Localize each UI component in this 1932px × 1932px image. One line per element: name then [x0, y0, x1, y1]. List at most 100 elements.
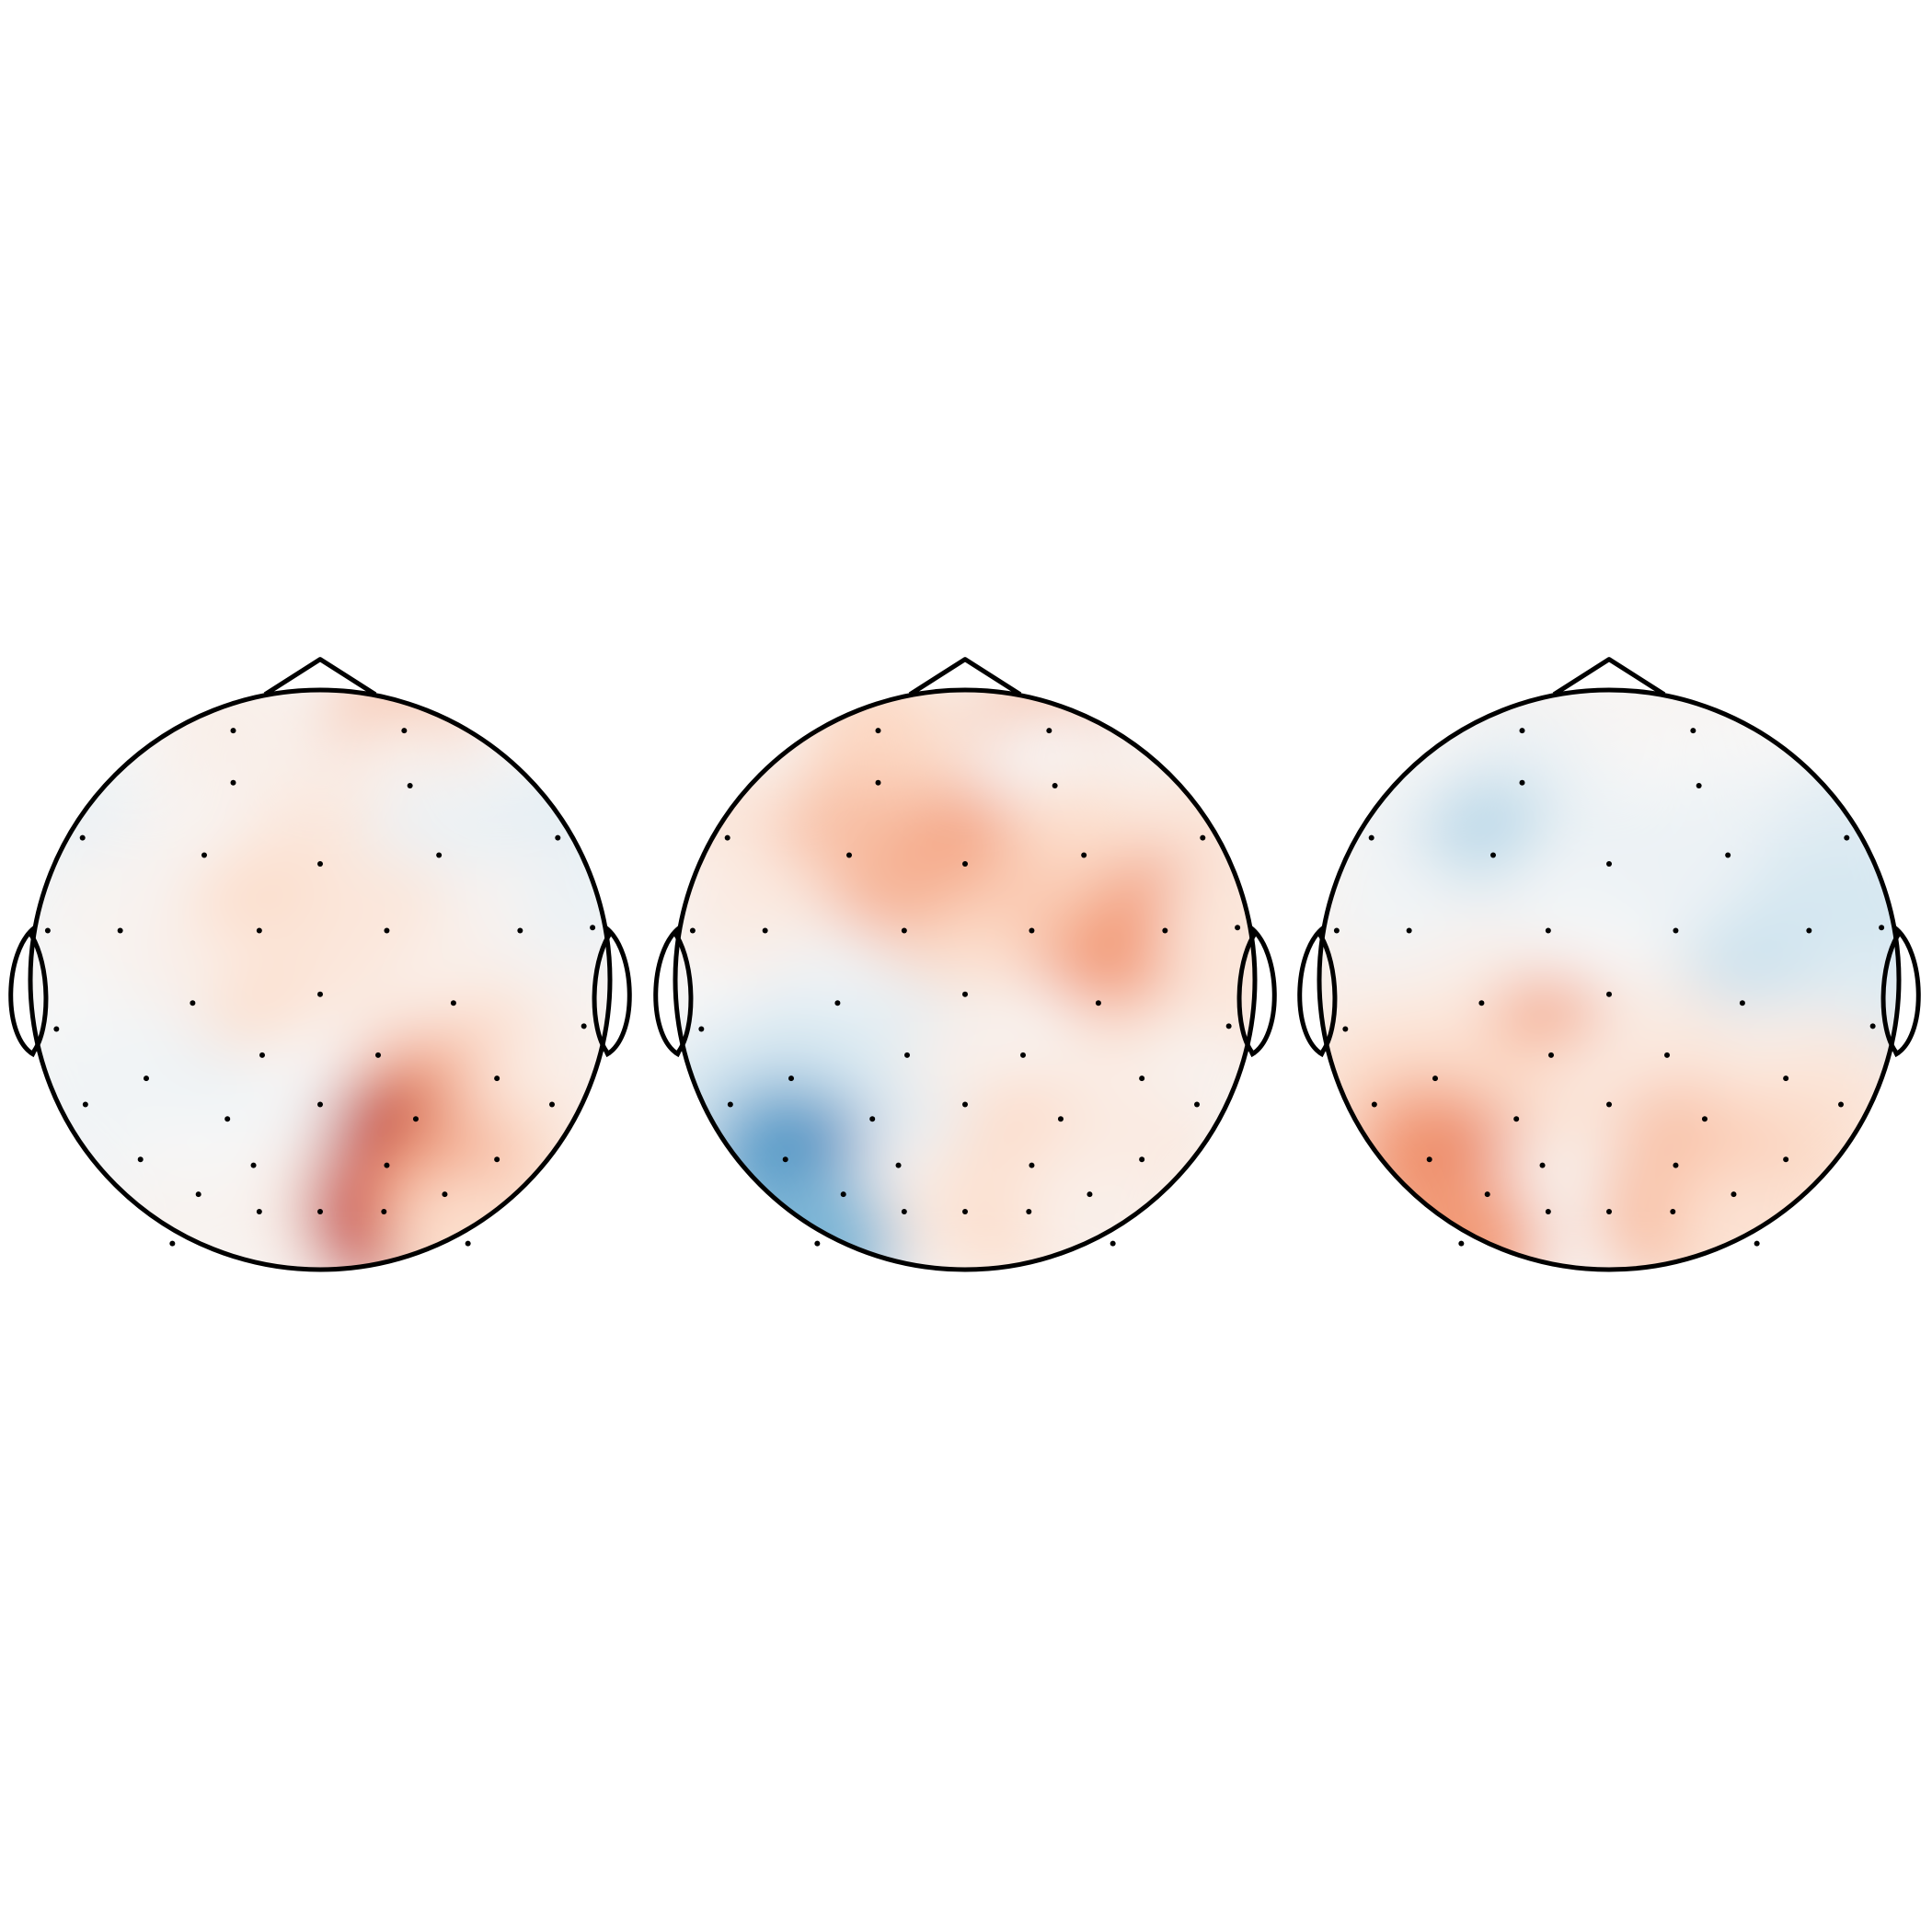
sensor	[1731, 1191, 1737, 1198]
sensor	[962, 861, 968, 867]
sensor	[1426, 1156, 1432, 1163]
sensor	[1139, 1075, 1145, 1082]
nose	[263, 657, 377, 696]
sensor	[875, 779, 881, 786]
sensor	[724, 834, 730, 841]
head-outline	[673, 687, 1258, 1272]
sensor	[1490, 852, 1496, 858]
sensor	[1194, 1101, 1200, 1108]
ear	[653, 926, 694, 1058]
sensor	[895, 1162, 902, 1168]
sensor	[494, 1075, 500, 1082]
nose	[1552, 657, 1666, 696]
sensor	[1783, 1156, 1789, 1163]
sensor	[256, 927, 262, 934]
sensor	[384, 1162, 390, 1168]
sensor	[1333, 927, 1340, 934]
sensor	[82, 1101, 88, 1108]
sensor	[1519, 728, 1525, 734]
sensor	[1539, 1162, 1546, 1168]
sensor	[689, 927, 696, 934]
sensor	[250, 1162, 257, 1168]
sensor	[53, 1026, 60, 1032]
sensor	[962, 1209, 968, 1214]
sensor	[1838, 1101, 1844, 1108]
sensor	[1690, 728, 1696, 734]
sensor	[581, 1023, 587, 1029]
sensor	[465, 1240, 471, 1247]
sensor	[384, 927, 390, 934]
head-outline	[1317, 687, 1902, 1272]
sensor	[762, 927, 768, 934]
sensor	[1029, 1162, 1035, 1168]
sensor	[1725, 852, 1731, 858]
sensor	[1057, 1116, 1064, 1122]
sensor	[317, 1209, 323, 1214]
sensor	[1606, 1209, 1612, 1214]
ear	[1880, 926, 1921, 1058]
sensor	[1701, 1116, 1708, 1122]
sensor	[1087, 1191, 1093, 1198]
sensor	[1225, 1023, 1232, 1029]
sensor	[1545, 927, 1551, 934]
ear	[8, 926, 49, 1058]
sensor	[259, 1052, 265, 1058]
head-outline	[28, 687, 613, 1272]
sensor	[840, 1191, 846, 1198]
sensor	[1235, 925, 1241, 931]
sensor	[436, 852, 443, 858]
sensor	[1670, 1209, 1676, 1214]
sensor	[224, 1116, 231, 1122]
sensor	[401, 728, 408, 734]
sensor	[788, 1075, 794, 1082]
sensor	[1046, 728, 1052, 734]
sensor	[727, 1101, 733, 1108]
sensor	[1095, 1000, 1101, 1006]
sensor	[1783, 1075, 1789, 1082]
sensor	[1020, 1052, 1026, 1058]
sensor	[782, 1156, 788, 1163]
sensor	[442, 1191, 448, 1198]
sensor	[1200, 834, 1206, 841]
sensor	[962, 1101, 968, 1108]
sensor	[1673, 927, 1679, 934]
sensor	[381, 1209, 387, 1214]
sensor	[1052, 782, 1058, 788]
sensor	[79, 834, 86, 841]
sensor	[1806, 927, 1812, 934]
sensor	[317, 861, 323, 867]
sensor	[846, 852, 852, 858]
sensor	[1879, 925, 1885, 931]
sensor	[875, 728, 881, 734]
sensor	[1406, 927, 1412, 934]
sensor	[814, 1240, 821, 1247]
sensor	[317, 991, 323, 997]
sensor	[230, 728, 236, 734]
sensor	[1026, 1209, 1032, 1214]
sensor	[834, 1000, 841, 1006]
sensor	[1162, 927, 1168, 934]
sensor	[1478, 1000, 1485, 1006]
sensor	[1432, 1075, 1438, 1082]
sensor	[1696, 782, 1702, 788]
sensor	[190, 1000, 196, 1006]
sensor	[1664, 1052, 1670, 1058]
sensor	[1081, 852, 1087, 858]
sensor	[137, 1156, 144, 1163]
sensor	[1673, 1162, 1679, 1168]
sensor	[869, 1116, 876, 1122]
sensor	[412, 1116, 419, 1122]
sensor	[1029, 927, 1035, 934]
sensor	[117, 927, 123, 934]
sensor	[317, 1101, 323, 1108]
topomap	[653, 657, 1277, 1272]
sensor	[517, 927, 523, 934]
sensor	[1545, 1209, 1551, 1214]
sensor	[1368, 834, 1374, 841]
sensor	[450, 1000, 456, 1006]
ear	[1236, 926, 1277, 1058]
sensor	[407, 782, 413, 788]
sensor	[1110, 1240, 1116, 1247]
sensor	[555, 834, 561, 841]
